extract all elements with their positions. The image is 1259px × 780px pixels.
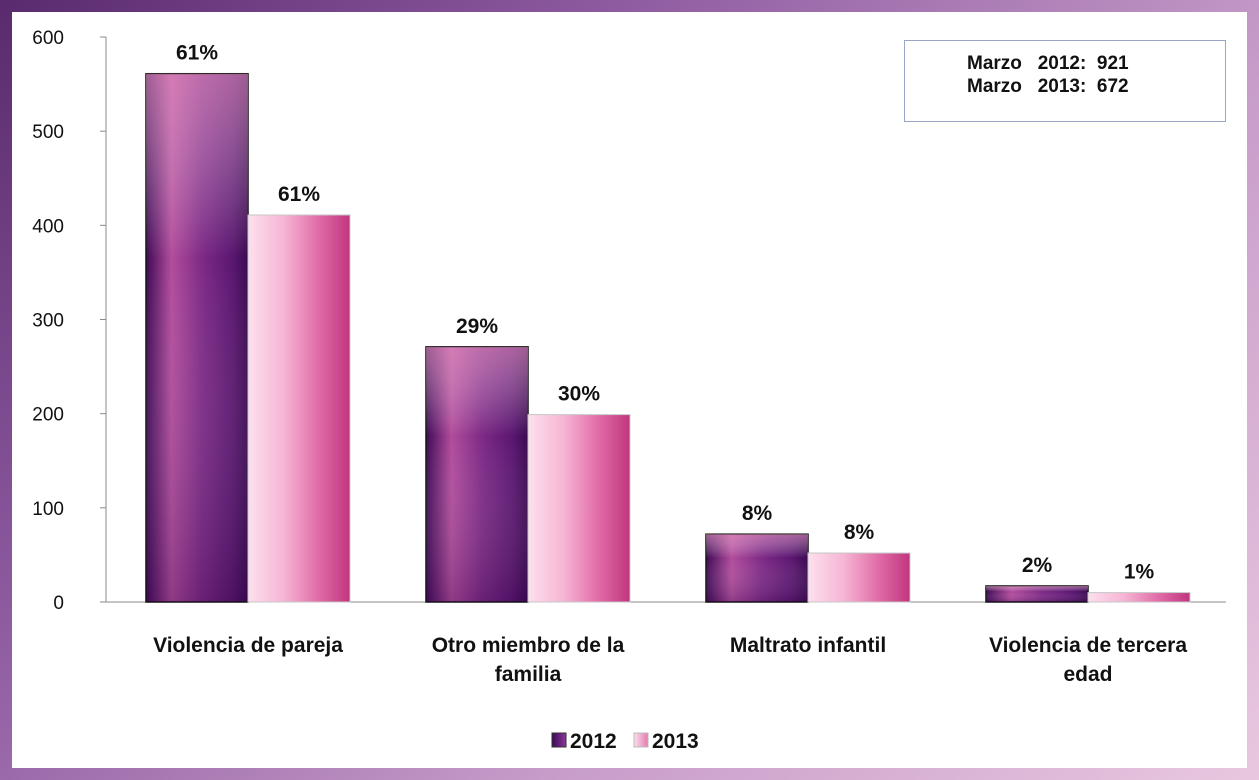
x-category-label: Violencia de tercera xyxy=(989,634,1187,657)
x-category-label: Violencia de pareja xyxy=(153,634,343,657)
legend-swatch-2012 xyxy=(551,732,567,748)
totals-info-box: Marzo 2012: 921 Marzo 2013: 672 xyxy=(904,40,1226,122)
data-label-2012-2: 8% xyxy=(742,502,773,525)
x-category-label: familia xyxy=(495,663,562,686)
data-label-2013-2: 8% xyxy=(844,521,875,544)
bar-sheen-0 xyxy=(146,73,248,603)
bar-2013-0 xyxy=(247,214,351,603)
legend-swatch-2013 xyxy=(633,732,649,748)
data-label-2012-3: 2% xyxy=(1022,554,1053,577)
bar-2013-3 xyxy=(1087,592,1191,603)
data-label-2013-0: 61% xyxy=(278,183,320,206)
x-category-labels: Violencia de pareja Otro miembro de la fam… xyxy=(153,634,1187,686)
data-labels-group: 61% 61% 29% 30% 8% 8% 2% 1% xyxy=(176,42,1155,584)
bar-2013-1 xyxy=(527,414,631,603)
bars-group xyxy=(145,72,1191,603)
data-label-2013-3: 1% xyxy=(1124,561,1155,584)
axes: 0 100 200 300 400 500 600 xyxy=(32,28,1226,614)
info-line-2012: Marzo 2012: 921 xyxy=(967,53,1129,74)
y-tick-label: 0 xyxy=(53,593,64,614)
bar-sheen-2 xyxy=(706,534,808,602)
x-category-label: edad xyxy=(1063,663,1112,686)
legend-label-2012: 2012 xyxy=(570,730,617,753)
info-line-2013: Marzo 2013: 672 xyxy=(967,76,1129,97)
legend-label-2013: 2013 xyxy=(652,730,699,753)
y-tick-label: 600 xyxy=(32,28,64,49)
data-label-2012-1: 29% xyxy=(456,315,498,338)
bar-sheen-1 xyxy=(426,346,528,602)
y-tick-label: 500 xyxy=(32,122,64,143)
y-tick-label: 400 xyxy=(32,216,64,237)
y-tick-label: 100 xyxy=(32,499,64,520)
x-category-label: Maltrato infantil xyxy=(730,634,886,657)
legend: 2012 2013 xyxy=(551,730,699,753)
x-category-label: Otro miembro de la xyxy=(432,634,625,657)
y-tick-label: 200 xyxy=(32,405,64,426)
data-label-2012-0: 61% xyxy=(176,42,218,65)
data-label-2013-1: 30% xyxy=(558,383,600,406)
bar-2013-2 xyxy=(807,552,911,603)
bar-sheen-3 xyxy=(986,585,1088,602)
y-tick-label: 300 xyxy=(32,311,64,332)
